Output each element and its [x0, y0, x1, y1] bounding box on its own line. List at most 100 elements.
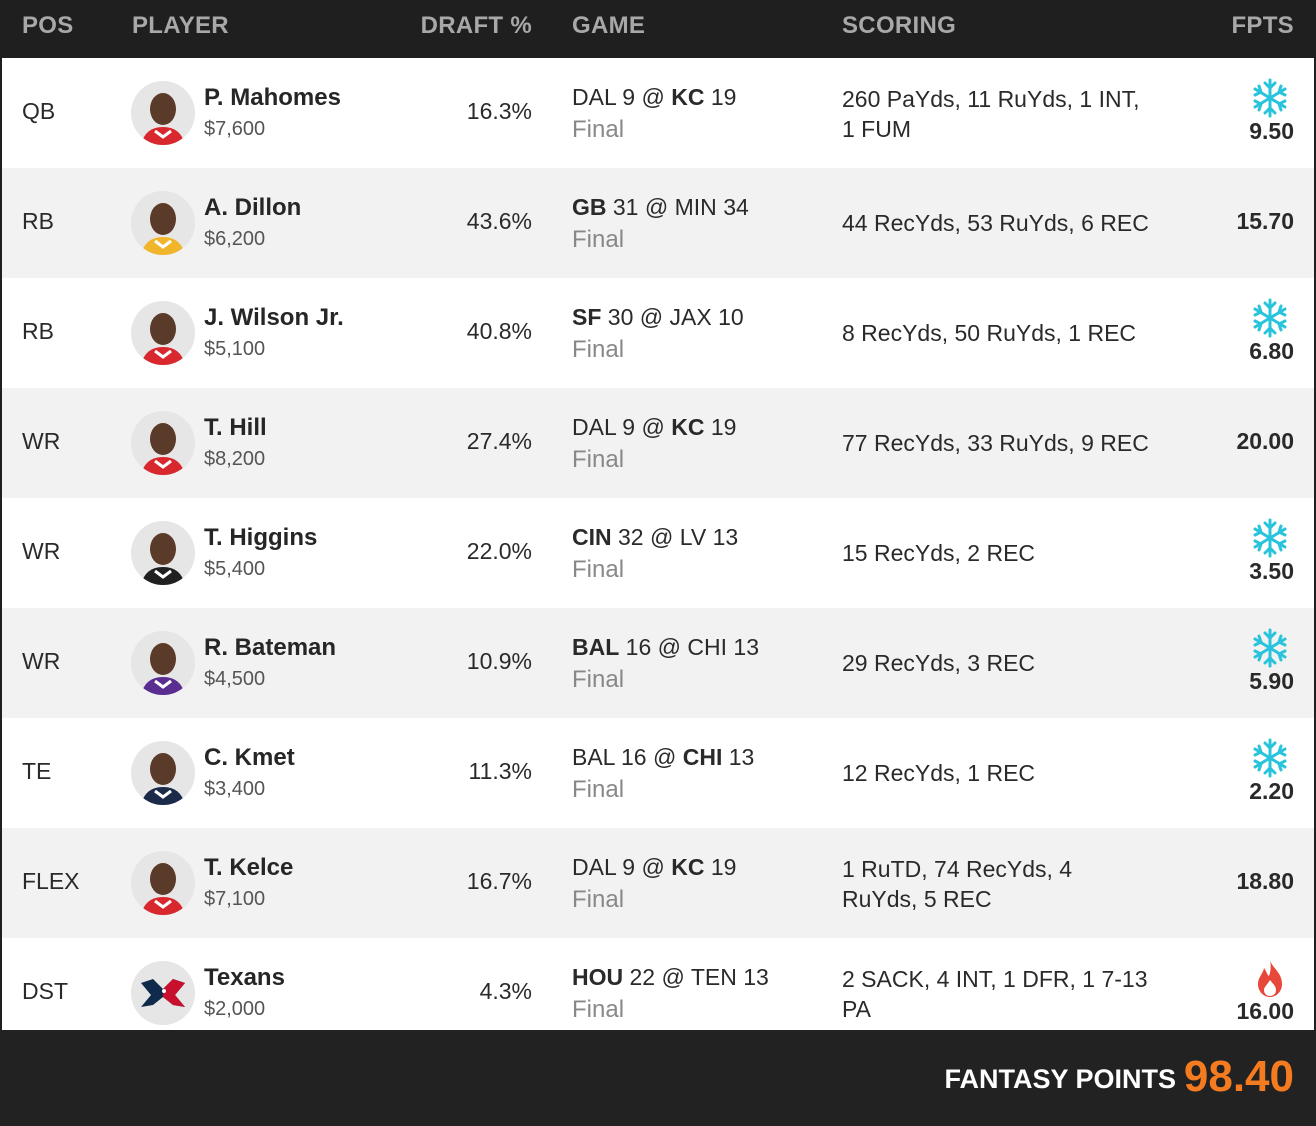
table-row[interactable]: TE C. Kmet $3,400 11.3% BAL 16 @ CHI 13 Final… [2, 718, 1314, 828]
game-matchup[interactable]: DAL 9 @ KC 19 [572, 84, 736, 111]
player-name[interactable]: T. Higgins [204, 524, 318, 551]
scoring-breakdown: 15 RecYds, 2 REC [842, 540, 1036, 566]
column-header-player[interactable]: PLAYER [132, 12, 229, 39]
game-home-team: CHI [682, 744, 723, 770]
column-header-draft[interactable]: DRAFT % [420, 12, 532, 39]
player-salary: $5,100 [204, 338, 266, 360]
game-matchup[interactable]: DAL 9 @ KC 19 [572, 414, 736, 441]
player-avatar[interactable] [131, 191, 195, 255]
game-status: Final [572, 666, 625, 693]
draft-percent: 16.7% [466, 868, 532, 894]
game-away-team: BAL [572, 744, 615, 770]
player-name[interactable]: C. Kmet [204, 744, 295, 771]
position-label: RB [22, 318, 54, 344]
table-row[interactable]: RB A. Dillon $6,200 43.6% GB 31 @ MIN 34 Fina… [2, 168, 1314, 278]
game-matchup[interactable]: DAL 9 @ KC 19 [572, 854, 736, 881]
table-row[interactable]: RB J. Wilson Jr. $5,100 40.8% SF 30 @ JAX 10… [2, 278, 1314, 388]
game-at: @ [641, 854, 665, 880]
draft-percent: 27.4% [466, 428, 532, 454]
game-home-score: 13 [712, 524, 739, 550]
scoring-breakdown: 29 RecYds, 3 REC [842, 650, 1036, 676]
player-avatar[interactable] [131, 411, 195, 475]
game-matchup[interactable]: HOU 22 @ TEN 13 [572, 964, 769, 991]
player-name[interactable]: R. Bateman [204, 634, 337, 661]
position-label: DST [22, 978, 68, 1004]
game-matchup[interactable]: CIN 32 @ LV 13 [572, 524, 738, 551]
fantasy-points-label: FANTASY POINTS [944, 1064, 1176, 1094]
game-status: Final [572, 446, 625, 473]
player-name[interactable]: J. Wilson Jr. [204, 304, 344, 331]
player-avatar[interactable] [131, 521, 195, 585]
position-label: RB [22, 208, 54, 234]
fantasy-points: 18.80 [1236, 868, 1294, 894]
player-avatar[interactable] [131, 741, 195, 805]
game-status: Final [572, 226, 625, 253]
game-at: @ [644, 194, 669, 220]
player-salary: $4,500 [204, 668, 266, 690]
player-name[interactable]: T. Hill [204, 414, 267, 441]
column-header-game[interactable]: GAME [572, 12, 646, 39]
game-matchup[interactable]: SF 30 @ JAX 10 [572, 304, 744, 331]
player-name[interactable]: Texans [204, 964, 285, 991]
snowflake-icon [1252, 78, 1288, 118]
table-row[interactable]: FLEX T. Kelce $7,100 16.7% DAL 9 @ KC 19 Fina… [2, 828, 1314, 938]
game-matchup[interactable]: BAL 16 @ CHI 13 [572, 634, 759, 661]
table-row[interactable]: QB P. Mahomes $7,600 16.3% DAL 9 @ KC 19 Fina… [2, 58, 1314, 168]
table-row[interactable]: WR T. Higgins $5,400 22.0% CIN 32 @ LV 13 Fin… [2, 498, 1314, 608]
player-salary: $6,200 [204, 228, 266, 250]
snowflake-icon [1252, 628, 1288, 668]
player-name[interactable]: A. Dillon [204, 194, 302, 221]
scoring-breakdown: 260 PaYds, 11 RuYds, 1 INT, 1 FUM [842, 86, 1140, 142]
player-name[interactable]: P. Mahomes [204, 84, 341, 111]
game-at: @ [641, 414, 665, 440]
game-status: Final [572, 996, 625, 1023]
game-matchup[interactable]: BAL 16 @ CHI 13 [572, 744, 754, 771]
table-row[interactable]: WR R. Bateman $4,500 10.9% BAL 16 @ CHI 13 Fi… [2, 608, 1314, 718]
player-salary: $8,200 [204, 448, 266, 470]
scoring-breakdown: 2 SACK, 4 INT, 1 DFR, 1 7-13 PA [842, 966, 1148, 1022]
game-home-score: 10 [718, 304, 744, 330]
game-away-score: 31 [612, 194, 639, 220]
snowflake-icon [1252, 518, 1288, 558]
game-at: @ [661, 964, 685, 990]
game-home-team: TEN [690, 964, 737, 990]
fantasy-points: 6.80 [1249, 338, 1294, 364]
game-status: Final [572, 886, 625, 913]
game-away-score: 22 [629, 964, 656, 990]
column-header-fpts[interactable]: FPTS [1231, 12, 1294, 39]
game-matchup[interactable]: GB 31 @ MIN 34 [572, 194, 749, 221]
game-status: Final [572, 336, 625, 363]
player-rows: QB P. Mahomes $7,600 16.3% DAL 9 @ KC 19 Fina… [2, 58, 1314, 1048]
team-logo[interactable] [131, 961, 195, 1025]
game-away-team: CIN [572, 524, 612, 550]
fantasy-points: 2.20 [1249, 778, 1294, 804]
game-away-score: 9 [622, 84, 636, 110]
game-home-score: 19 [710, 854, 737, 880]
game-home-team: JAX [669, 304, 712, 330]
column-header-scoring[interactable]: SCORING [842, 12, 957, 39]
player-name[interactable]: T. Kelce [204, 854, 294, 881]
game-home-team: KC [671, 84, 705, 110]
game-away-score: 32 [618, 524, 644, 550]
game-away-team: DAL [572, 84, 616, 110]
column-header-pos[interactable]: POS [22, 12, 74, 39]
fantasy-points: 16.00 [1236, 998, 1294, 1024]
player-avatar[interactable] [131, 851, 195, 915]
game-home-score: 13 [743, 964, 769, 990]
fantasy-points: 20.00 [1236, 428, 1294, 454]
snowflake-icon [1252, 738, 1288, 778]
game-home-score: 34 [723, 194, 749, 220]
game-at: @ [650, 524, 674, 550]
draft-percent: 22.0% [466, 538, 532, 564]
table-row[interactable]: DST Texans $2,000 4.3% HOU 22 @ TEN 13 Final 2… [2, 938, 1314, 1048]
player-avatar[interactable] [131, 81, 195, 145]
table-row[interactable]: WR T. Hill $8,200 27.4% DAL 9 @ KC 19 Final 77… [2, 388, 1314, 498]
player-salary: $7,100 [204, 888, 266, 910]
player-avatar[interactable] [131, 631, 195, 695]
scoring-breakdown: 1 RuTD, 74 RecYds, 4 RuYds, 5 REC [842, 856, 1073, 912]
draft-percent: 11.3% [468, 758, 532, 784]
game-at: @ [641, 84, 665, 110]
position-label: WR [22, 648, 61, 674]
fantasy-points: 3.50 [1249, 558, 1294, 584]
player-avatar[interactable] [131, 301, 195, 365]
